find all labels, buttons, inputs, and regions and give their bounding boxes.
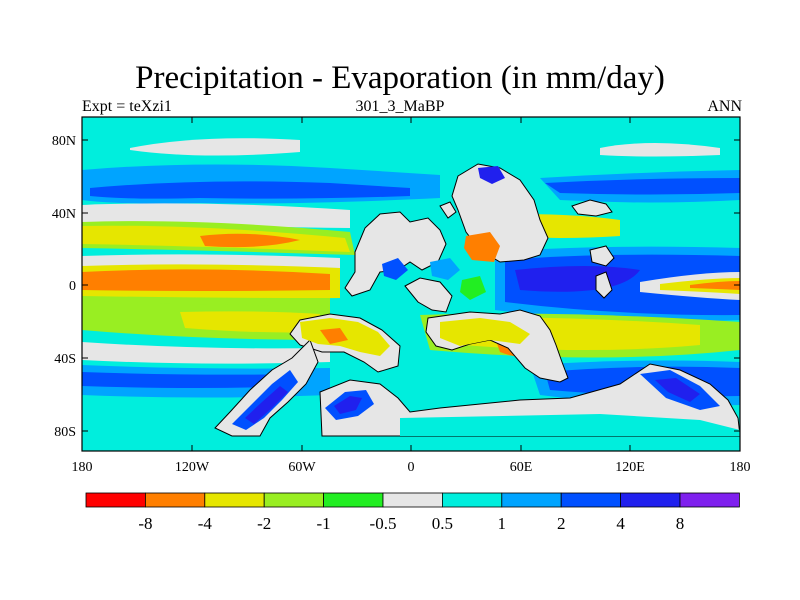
interior-dry-main: [440, 318, 530, 346]
colorbar-box: [323, 492, 384, 508]
arctic-grey-band-east: [600, 143, 720, 157]
lat-label-0: 0: [69, 279, 76, 294]
land-east-small: [595, 271, 613, 299]
colorbar-box: [85, 492, 146, 508]
interior-blue-central: [382, 258, 408, 280]
colorbar-label: -2: [257, 514, 271, 533]
colorbar-label: 0.5: [432, 514, 453, 533]
south-arm-storm-core: [245, 386, 288, 424]
lat-label-80s: 80S: [54, 425, 76, 440]
lon-label-180e: 180: [730, 460, 751, 475]
lat-label-40s: 40S: [54, 352, 76, 367]
north-pacific-core: [545, 178, 740, 195]
north-dry-belt-orange: [200, 233, 300, 248]
arctic-grey-band: [130, 138, 300, 156]
colorbar-label: -8: [138, 514, 152, 533]
colorbar-label: -4: [198, 514, 213, 533]
colorbar-box: [620, 492, 681, 508]
lon-label-120e: 120E: [615, 460, 645, 475]
land-n-island: [439, 201, 457, 219]
colorbar-label: 8: [676, 514, 685, 533]
lon-label-0: 0: [408, 460, 415, 475]
lon-label-60e: 60E: [510, 460, 533, 475]
lat-label-40n: 40N: [52, 207, 76, 222]
lat-axis: 80N 40N 0 40S 80S: [52, 134, 740, 440]
itcz-west-orange: [82, 269, 330, 291]
map-panel: [82, 117, 740, 451]
lon-axis: 180 120W 60W 0 60E 120E 180: [72, 117, 751, 475]
lon-label-60w: 60W: [288, 460, 316, 475]
colorbar-box: [501, 492, 562, 508]
colorbar-label: 4: [616, 514, 625, 533]
land-ne-island: [571, 199, 613, 217]
antarctic-storm-east-core: [655, 378, 700, 402]
colorbar-box: [441, 492, 503, 508]
land-center-peninsula: [404, 277, 453, 313]
colorbar-box: [204, 492, 265, 508]
south-dry-belt-yellow: [180, 311, 320, 333]
interior-orange-south: [320, 328, 348, 344]
land-east-islands: [589, 245, 615, 267]
colorbar: -8 -4 -2 -1 -0.5 0.5 1 2 4 8: [85, 492, 740, 533]
season-label: ANN: [707, 98, 742, 115]
interior-blue-north: [478, 166, 505, 184]
land-northwest: [344, 211, 447, 297]
south-grey-band: [82, 342, 330, 364]
interior-blue-east: [430, 258, 460, 280]
interior-orange-north: [464, 232, 500, 262]
antarctic-storm-west-core: [334, 396, 362, 414]
colorbar-box: [679, 492, 740, 508]
plot-title: Precipitation - Evaporation (in mm/day): [135, 60, 665, 96]
antarctic-outer-ring: [400, 414, 740, 436]
experiment-label: Expt = teXzi1: [82, 98, 172, 115]
colorbar-box: [382, 492, 443, 508]
east-pacific-orange: [690, 281, 740, 290]
north-storm-track-core: [90, 181, 410, 199]
land-south-arm: [214, 339, 319, 437]
interior-green-spot: [460, 276, 486, 300]
lon-label-120w: 120W: [175, 460, 210, 475]
lat-label-80n: 80N: [52, 134, 76, 149]
colorbar-box: [144, 492, 206, 508]
colorbar-label: -1: [317, 514, 331, 533]
colorbar-box: [263, 492, 325, 508]
lon-label-180w: 180: [72, 460, 93, 475]
colorbar-label: 2: [557, 514, 566, 533]
time-label: 301_3_MaBP: [355, 98, 445, 115]
colorbar-label: -0.5: [370, 514, 397, 533]
colorbar-box: [560, 492, 622, 508]
south-storm-track-core: [82, 372, 300, 388]
arctic-band: [82, 117, 740, 137]
colorbar-label: 1: [498, 514, 507, 533]
